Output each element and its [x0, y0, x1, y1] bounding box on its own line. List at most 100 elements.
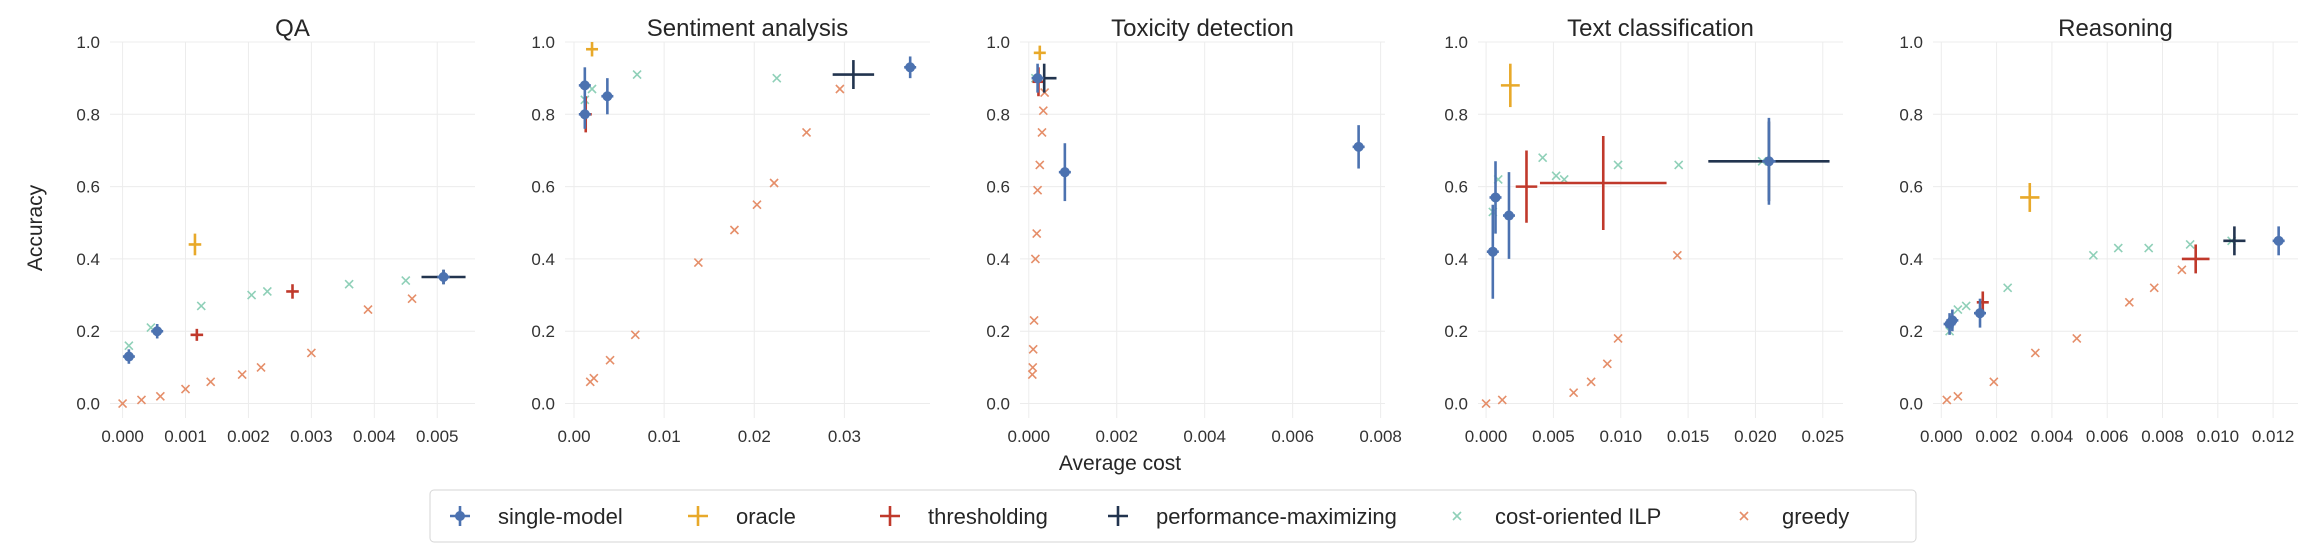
data-point-greedy	[1027, 370, 1037, 380]
panel-title-text-classification: Text classification	[1567, 15, 1754, 42]
y-tick-label: 0.8	[986, 105, 1010, 124]
data-point-cost-oriented-ilp	[1551, 171, 1561, 181]
x-tick-label: 0.00	[557, 427, 590, 446]
legend-item-cost-oriented-ilp: cost-oriented ILP	[1452, 504, 1661, 529]
data-point-single-model	[1486, 204, 1499, 299]
marks-sentiment-analysis	[578, 42, 917, 387]
series-single-model	[1486, 117, 1776, 299]
data-point-greedy	[1569, 388, 1579, 398]
data-point-greedy	[752, 200, 762, 210]
marks-toxicity-detection	[1027, 45, 1365, 380]
data-point-greedy	[1028, 344, 1038, 354]
series-single-model	[578, 56, 917, 129]
data-point-greedy	[407, 294, 417, 304]
x-tick-label: 0.002	[1095, 427, 1138, 446]
legend-item-greedy: greedy	[1739, 504, 1849, 529]
x-tick-label: 0.01	[648, 427, 681, 446]
panel-toxicity-detection: Toxicity detection 0.0 0.2 0.4 0.6 0.8 1.0 0.00…	[986, 15, 1402, 446]
data-point-greedy	[1030, 254, 1040, 264]
data-point-greedy	[1942, 395, 1952, 405]
x-tick-label: 0.004	[1183, 427, 1226, 446]
legend-marker-thresholding	[880, 506, 900, 526]
data-point-single-model	[1489, 161, 1502, 234]
data-point-thresholding	[1515, 150, 1538, 223]
data-point-greedy	[769, 178, 779, 188]
data-point-greedy	[1953, 391, 1963, 401]
data-point-cost-oriented-ilp	[1953, 304, 1963, 315]
data-point-greedy	[1032, 229, 1042, 239]
y-tick-label: 0.2	[531, 322, 555, 341]
y-tick-label: 0.8	[1899, 105, 1923, 124]
y-tick-label: 0.0	[986, 395, 1010, 414]
data-point-greedy	[155, 391, 165, 401]
y-tick-label: 0.4	[1899, 250, 1923, 269]
data-point-greedy	[1029, 315, 1039, 325]
x-tick-label: 0.002	[1975, 427, 2018, 446]
panel-qa: QA 0.0 0.2 0.4 0.6 0.8 1.0 0.000 0.001 0.002 0.003…	[76, 15, 475, 446]
data-point-single-model	[2272, 226, 2285, 256]
y-tick-label: 0.6	[76, 178, 100, 197]
data-point-greedy	[2072, 333, 2082, 344]
x-tick-label: 0.005	[1532, 427, 1575, 446]
y-tick-label: 0.4	[986, 250, 1010, 269]
grid-toxicity-detection	[1020, 41, 1385, 418]
legend-item-thresholding: thresholding	[880, 504, 1048, 529]
data-point-cost-oriented-ilp	[632, 69, 642, 80]
x-tick-label: 0.020	[1734, 427, 1777, 446]
data-point-thresholding	[1539, 136, 1667, 230]
series-performance-maximizing	[832, 60, 875, 89]
y-tick-label: 0.8	[76, 105, 100, 124]
x-tick-label: 0.025	[1802, 427, 1845, 446]
x-tick-label: 0.008	[1359, 427, 1402, 446]
marks-reasoning	[1942, 183, 2285, 405]
y-tick-label: 0.0	[76, 395, 100, 414]
x-tick-label: 0.008	[2141, 427, 2184, 446]
data-point-greedy	[363, 304, 373, 315]
x-tick-label: 0.005	[416, 427, 459, 446]
series-cost-oriented-ilp	[1488, 153, 1767, 217]
x-tick-label: 0.015	[1667, 427, 1710, 446]
y-tick-label: 0.0	[1444, 395, 1468, 414]
y-tick-label: 0.4	[76, 250, 100, 269]
data-point-cost-oriented-ilp	[2185, 239, 2195, 250]
series-thresholding	[190, 284, 299, 341]
y-axis-label: Accuracy	[24, 184, 47, 271]
y-tick-label: 1.0	[531, 33, 555, 52]
x-tick-label: 0.012	[2252, 427, 2295, 446]
data-point-greedy	[118, 398, 128, 409]
data-point-greedy	[1037, 127, 1047, 137]
series-oracle	[1500, 63, 1520, 108]
legend-label-performance-maximizing: performance-maximizing	[1156, 504, 1397, 529]
data-point-cost-oriented-ilp	[2003, 283, 2013, 293]
panel-title-toxicity-detection: Toxicity detection	[1111, 15, 1294, 42]
data-point-single-model	[1946, 309, 1959, 332]
data-point-single-model	[1058, 143, 1071, 202]
data-point-cost-oriented-ilp	[124, 341, 134, 351]
data-point-cost-oriented-ilp	[1538, 153, 1548, 163]
data-point-cost-oriented-ilp	[1613, 160, 1623, 170]
data-point-greedy	[630, 330, 640, 340]
series-oracle	[1033, 45, 1046, 61]
data-point-greedy	[136, 395, 147, 405]
data-point-greedy	[1672, 250, 1682, 260]
legend-marker-performance-maximizing	[1108, 506, 1128, 526]
x-tick-label: 0.004	[353, 427, 396, 446]
y-tick-label: 0.0	[1899, 395, 1923, 414]
x-tick-label: 0.000	[101, 427, 144, 446]
y-tick-label: 0.8	[531, 105, 555, 124]
y-tick-label: 1.0	[1444, 33, 1468, 52]
legend: single-model oracle thresholding performanc…	[429, 489, 1917, 543]
chart-panels: QA 0.0 0.2 0.4 0.6 0.8 1.0 0.000 0.001 0.002 0.003…	[76, 15, 2298, 446]
legend-marker-oracle	[688, 506, 708, 526]
series-greedy	[1027, 88, 1050, 380]
data-point-cost-oriented-ilp	[2113, 243, 2123, 253]
data-point-greedy	[729, 225, 739, 235]
data-point-oracle	[1033, 45, 1046, 61]
data-point-cost-oriented-ilp	[1961, 301, 1971, 311]
data-point-cost-oriented-ilp	[401, 276, 411, 286]
data-point-greedy	[1028, 362, 1038, 372]
x-tick-label: 0.002	[227, 427, 270, 446]
series-single-model	[1943, 226, 2285, 335]
data-point-greedy	[1481, 398, 1491, 409]
